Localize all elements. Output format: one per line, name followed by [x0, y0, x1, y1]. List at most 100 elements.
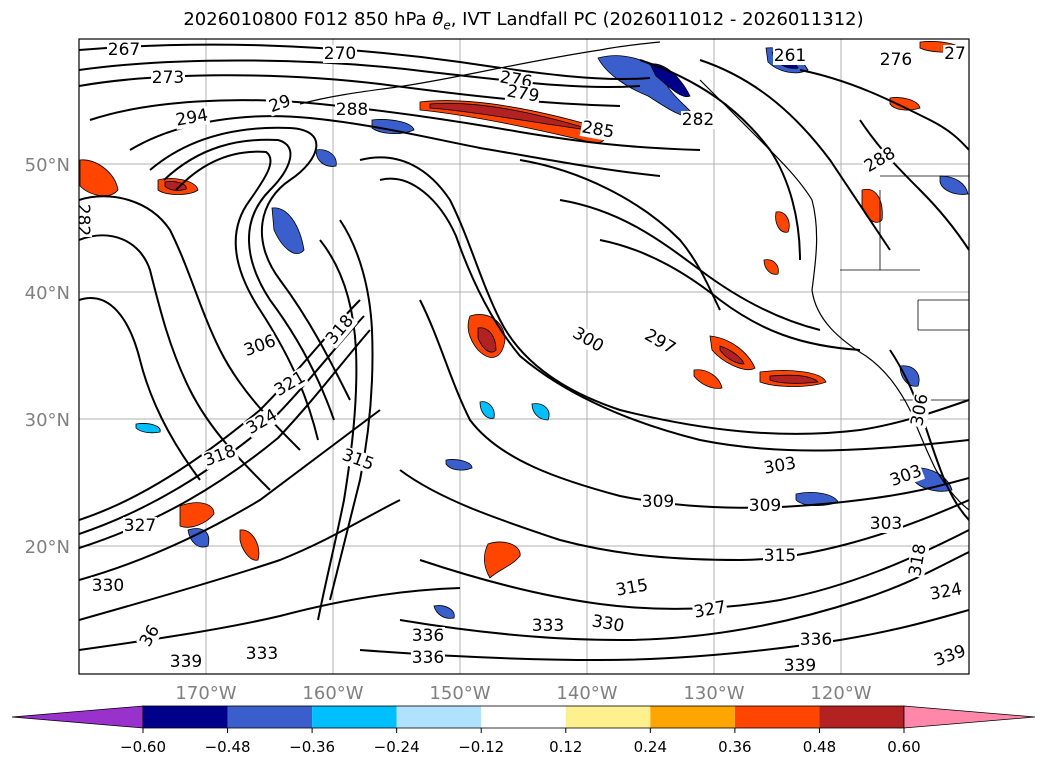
lon-label-150w: 150°W — [429, 683, 490, 704]
contour-line — [79, 43, 651, 81]
contour-label: 309 — [642, 492, 674, 512]
contour-label-background — [151, 69, 185, 87]
colorbar-under-arrow — [11, 705, 144, 729]
colorbar-bin — [565, 706, 651, 728]
contour-line — [359, 609, 969, 662]
contour-line — [889, 349, 969, 521]
contour-line — [89, 99, 701, 151]
contour-label-background — [169, 653, 203, 671]
lon-label-140w: 140°W — [556, 683, 617, 704]
contour-label-background — [930, 641, 969, 671]
contour-label-background — [338, 445, 378, 475]
contour-label-background — [568, 323, 608, 357]
colorbar-tick-label: 0.48 — [803, 738, 836, 756]
colorbar-tick-label: −0.48 — [205, 738, 251, 756]
lat-label-40n: 40°N — [25, 283, 70, 304]
lat-label-30n: 30°N — [25, 410, 70, 431]
contour-label-background — [270, 367, 310, 401]
lon-label-120w: 120°W — [810, 683, 871, 704]
colorbar-tick-label: 0.36 — [718, 738, 751, 756]
contour-label-background — [322, 311, 358, 349]
contour-label: 309 — [749, 496, 781, 516]
contour-label: 339 — [170, 652, 202, 672]
positive-patch-147w-20n — [484, 541, 521, 579]
colorbar-over-arrow — [903, 705, 1036, 729]
title-theta: θ — [432, 9, 444, 30]
contour-label-background — [123, 517, 157, 535]
contour-label-background — [860, 143, 900, 177]
colorbar-bin — [396, 706, 482, 728]
contour-label: 276 — [880, 50, 912, 70]
contour-label-background — [411, 627, 445, 645]
contour-line — [79, 195, 301, 451]
positive-core-125w — [769, 374, 819, 384]
contour-label: 315 — [764, 546, 796, 566]
negative-patch-inland — [939, 175, 969, 195]
colorbar-bin — [734, 706, 820, 728]
contour-label-background — [323, 45, 357, 63]
contour-label-background — [173, 106, 211, 130]
ivt-pc-shading — [79, 41, 969, 619]
contour-label-background — [200, 441, 240, 471]
negative-patch-143w-31n — [531, 403, 550, 421]
contour-line — [359, 156, 969, 435]
negative-patch-152w-15n — [433, 605, 455, 619]
colorbar: −0.60 −0.48 −0.36 −0.24 −0.12 0.12 0.24 0.36 0.4… — [11, 705, 1036, 756]
lon-label-160w: 160°W — [302, 683, 363, 704]
contour-line — [379, 177, 969, 452]
colorbar-bin — [227, 706, 313, 728]
positive-patch-alaska-east — [889, 97, 921, 111]
contour-label-background — [783, 657, 817, 674]
contour-label-background — [107, 41, 141, 59]
title-theta-subscript: e — [443, 18, 451, 33]
colorbar-tick-label: 0.60 — [887, 738, 920, 756]
map-frame — [78, 38, 970, 675]
contour-line — [175, 150, 319, 441]
contour-label-background — [411, 649, 445, 667]
colorbar-bin — [819, 706, 904, 728]
contour-line — [519, 159, 721, 311]
lat-label-20n: 20°N — [25, 537, 70, 558]
contour-label-background — [335, 101, 369, 119]
contour-label-background — [943, 45, 967, 63]
coastline — [299, 41, 969, 511]
contour-label-background — [641, 493, 675, 511]
contour-label-background — [265, 91, 295, 117]
contour-line — [129, 115, 661, 177]
contour-label: 333 — [532, 616, 564, 636]
contour-line — [399, 551, 969, 642]
contour-line — [799, 69, 969, 151]
contour-label-background — [245, 645, 279, 663]
positive-core-128w — [719, 345, 745, 365]
contour-label-background — [773, 47, 807, 65]
positive-patch-coast-mid — [775, 211, 790, 233]
colorbar-bin — [650, 706, 735, 728]
contour-label-background — [242, 405, 282, 439]
contour-line — [419, 299, 969, 509]
colorbar-bin — [143, 706, 228, 728]
contour-label: 339 — [784, 656, 816, 676]
contour-label-background — [691, 598, 729, 622]
positive-patch-126w-41n — [763, 259, 779, 275]
negative-patch-148w-31n — [479, 401, 495, 419]
colorbar-bin — [481, 706, 566, 728]
contour-label: 27 — [944, 44, 966, 64]
contour-label-background — [136, 621, 164, 651]
contour-label-background — [761, 454, 799, 478]
contour-label-background — [906, 541, 930, 579]
contour-label-background — [240, 331, 280, 361]
contour-label: 267 — [108, 40, 140, 60]
contour-line — [317, 239, 358, 621]
negative-patch-coast-south — [899, 365, 920, 387]
positive-patch-163w-20n — [239, 529, 260, 561]
colorbar-tick-label: −0.12 — [458, 738, 504, 756]
contour-label-background — [869, 515, 903, 533]
contour-label-background — [886, 461, 926, 491]
title-prefix: 2026010800 F012 850 hPa — [183, 9, 433, 30]
contour-line — [149, 126, 351, 401]
contour-label: 261 — [774, 46, 806, 66]
lat-label-50n: 50°N — [25, 155, 70, 176]
negative-patch-168w-20n — [187, 528, 210, 548]
contour-label-background — [613, 576, 651, 600]
